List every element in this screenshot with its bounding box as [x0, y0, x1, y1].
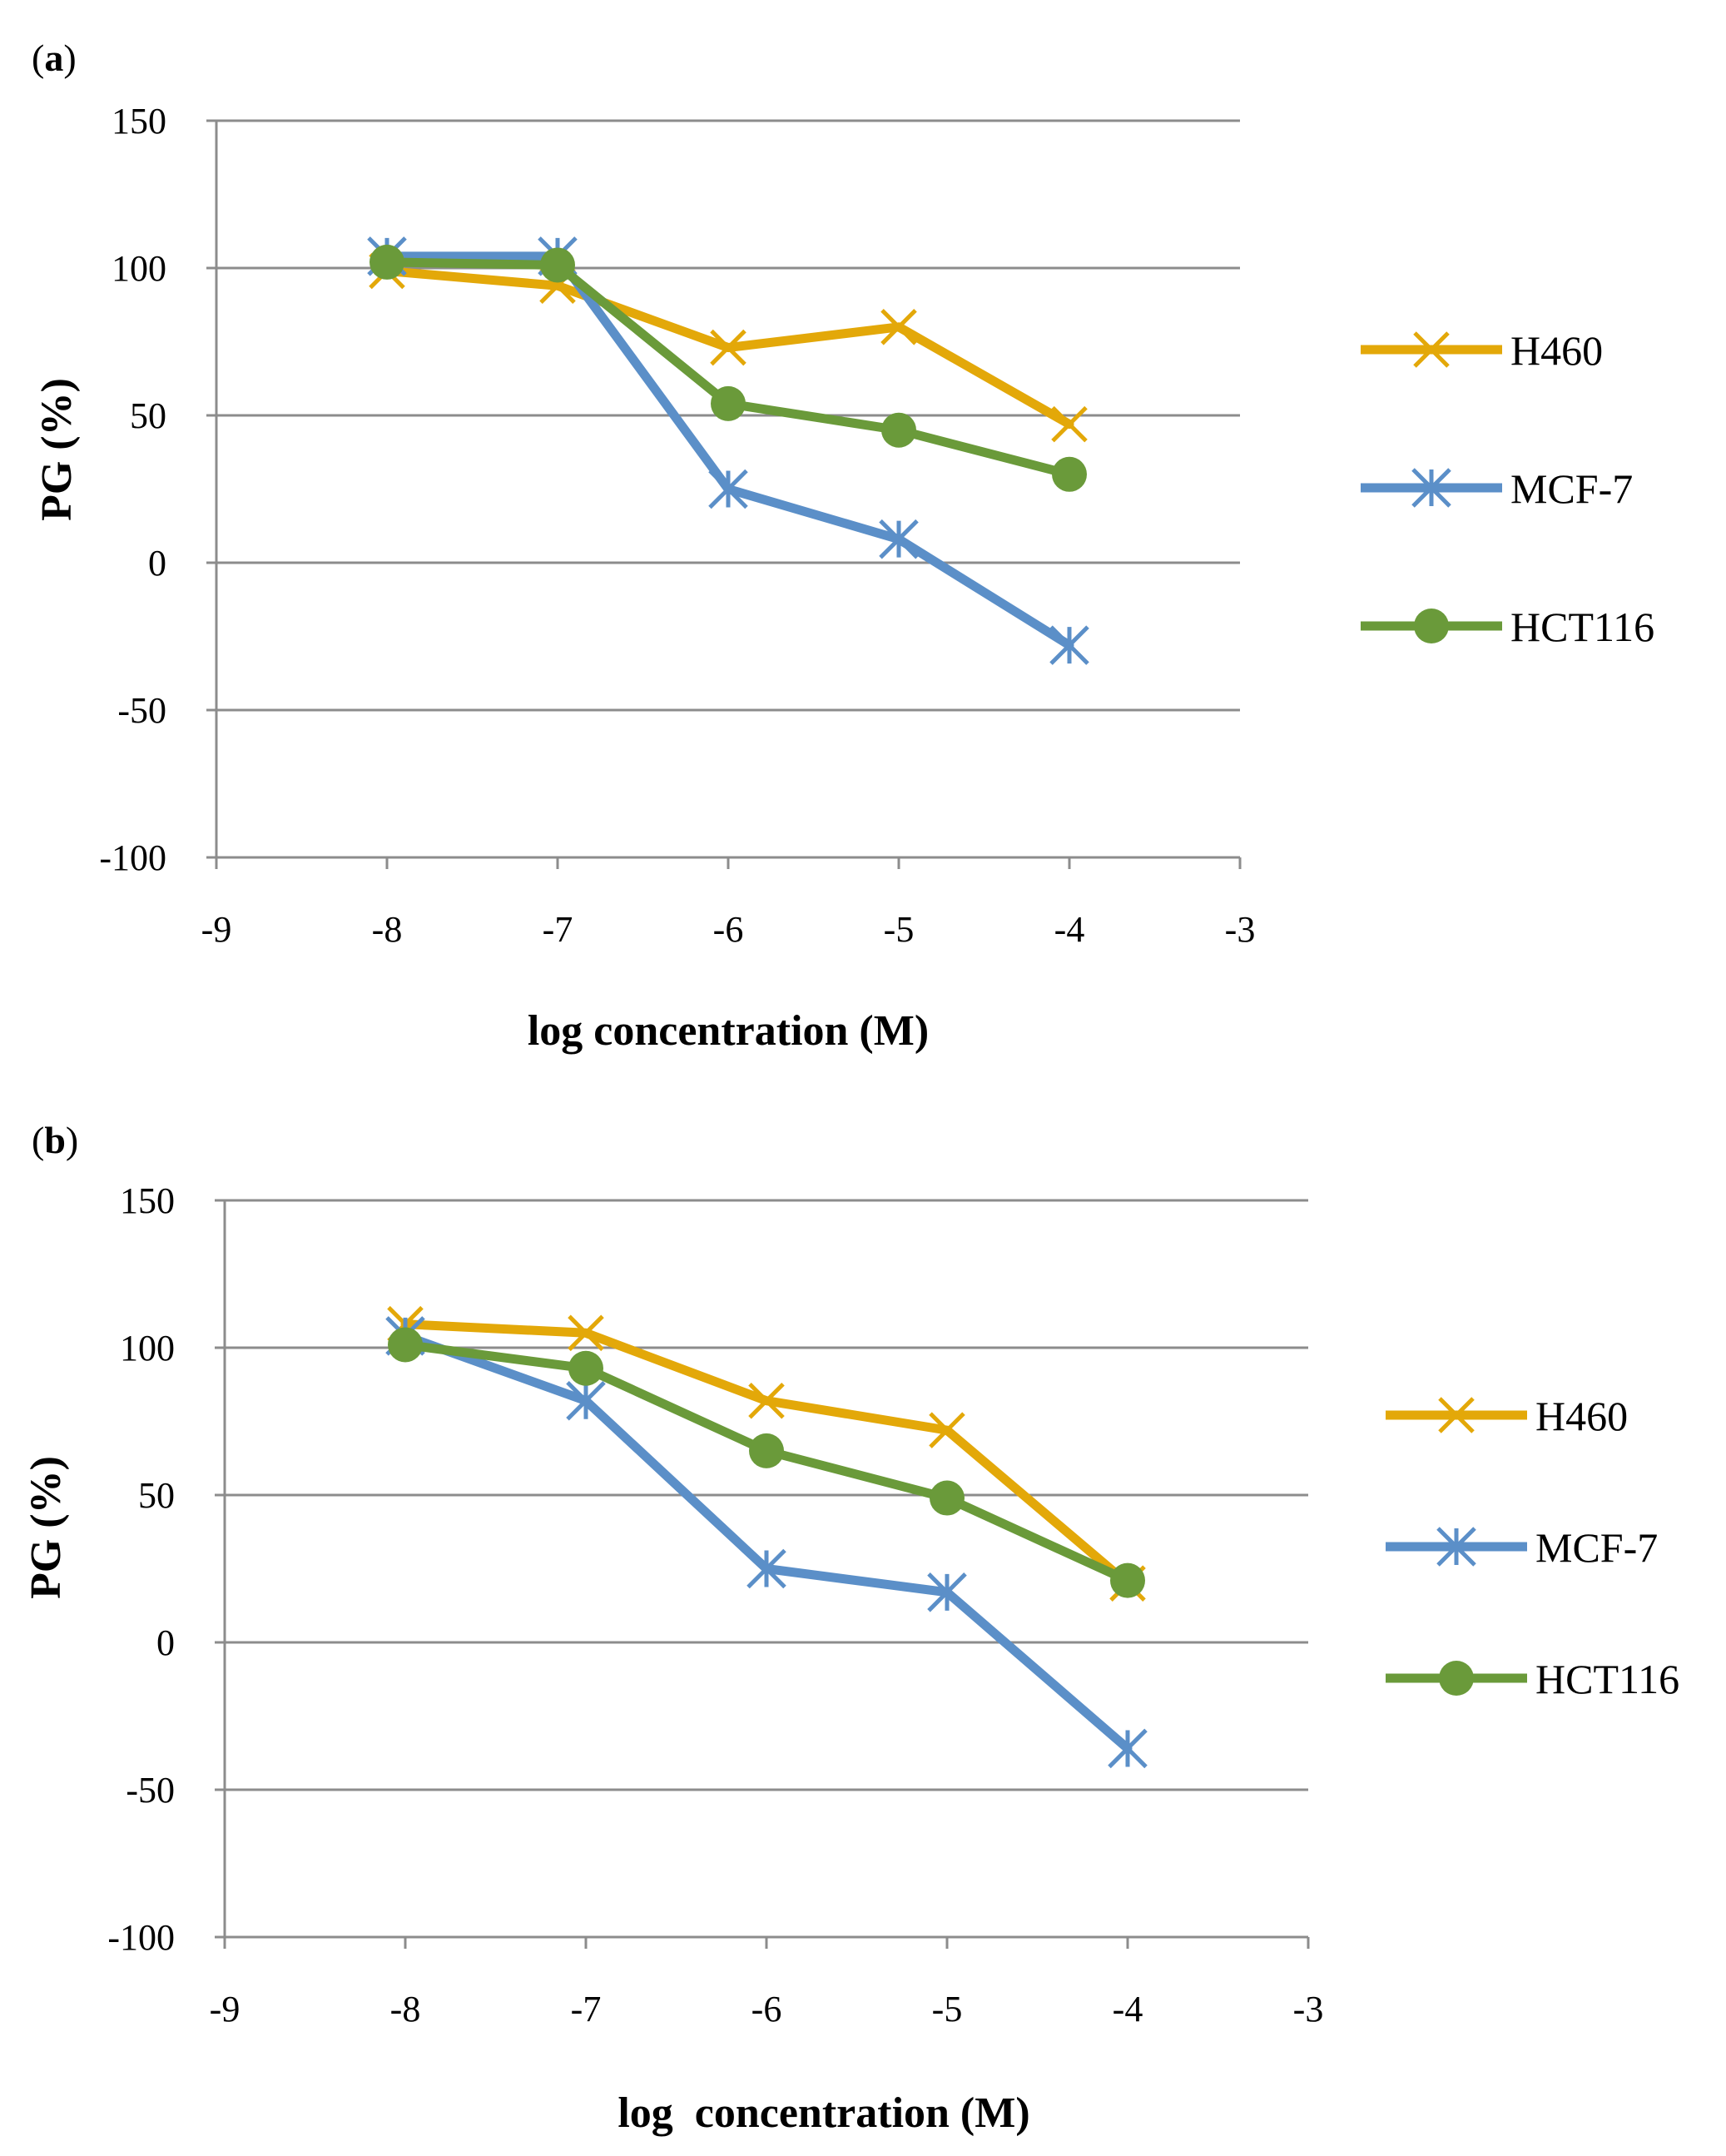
- series-mcf7: [385, 1316, 1148, 1769]
- x-tick-label: -5: [884, 909, 915, 950]
- y-tick-label: -100: [99, 837, 166, 878]
- legend-entry-hct116: HCT116: [1386, 1656, 1679, 1702]
- series-lines-b: [385, 1305, 1148, 1769]
- legend-b: H460 MCF-7 HCT116: [1386, 1393, 1679, 1702]
- x-tick-label: -4: [1054, 909, 1085, 950]
- data-point-h460: [710, 329, 746, 366]
- y-tick-label: 50: [130, 395, 166, 436]
- y-tick-label: 150: [120, 1180, 175, 1221]
- x-tick-label: -7: [543, 909, 573, 950]
- series-hct116: [388, 1327, 1145, 1598]
- data-point-hct116: [540, 247, 575, 283]
- data-point-h460: [568, 1314, 604, 1352]
- data-point-hct116: [1110, 1562, 1145, 1598]
- y-tick-label: -50: [117, 690, 166, 731]
- y-tick-label: 150: [112, 101, 166, 142]
- x-tick-label: -8: [390, 1989, 421, 2029]
- legend-label: MCF-7: [1510, 465, 1633, 512]
- series-hct116: [370, 244, 1087, 492]
- y-axis-title-b: PG (%): [22, 1456, 70, 1599]
- x-tick-label: -3: [1225, 909, 1256, 950]
- data-point-h460: [880, 309, 917, 345]
- data-point-mcf7: [746, 1548, 786, 1589]
- axes-a: [206, 119, 1242, 869]
- data-point-hct116: [370, 244, 404, 280]
- y-tick-label: 0: [156, 1622, 175, 1663]
- legend-marker: [1411, 468, 1451, 508]
- legend-entry-mcf7: MCF-7: [1361, 465, 1633, 512]
- legend-marker: [1438, 1397, 1475, 1433]
- legend-entry-mcf7: MCF-7: [1386, 1524, 1658, 1571]
- data-point-hct116: [388, 1327, 423, 1363]
- x-tick-label: -8: [372, 909, 403, 950]
- data-point-hct116: [1052, 456, 1087, 492]
- data-point-hct116: [881, 412, 916, 448]
- x-tick-label: -6: [751, 1989, 782, 2029]
- x-tick-label: -9: [201, 909, 232, 950]
- panel-label-b: (b): [32, 1119, 78, 1161]
- x-tick-label: -5: [932, 1989, 963, 2029]
- data-point-mcf7: [708, 469, 748, 509]
- legend-entry-hct116: HCT116: [1361, 604, 1654, 650]
- series-lines-a: [367, 236, 1089, 665]
- data-point-hct116: [930, 1480, 965, 1516]
- data-point-mcf7: [1108, 1728, 1148, 1769]
- legend-marker: [1413, 331, 1450, 368]
- data-point-mcf7: [566, 1380, 606, 1421]
- chart-panel-a: (a) 150 100 50 0 -50 -100 -9 -8 -7 -6 -5…: [32, 37, 1654, 1055]
- y-tick-label: 100: [120, 1328, 175, 1369]
- y-tick-labels-b: 150 100 50 0 -50 -100: [107, 1180, 175, 1958]
- y-tick-label: -100: [107, 1917, 175, 1958]
- legend-a: H460 MCF-7 HCT116: [1361, 327, 1654, 650]
- axes-b: [215, 1199, 1310, 1949]
- x-tick-label: -7: [571, 1989, 602, 2029]
- x-tick-labels-a: -9 -8 -7 -6 -5 -4 -3: [201, 909, 1256, 950]
- y-tick-label: 100: [112, 248, 166, 289]
- legend-label: H460: [1510, 327, 1603, 374]
- legend-entry-h460: H460: [1361, 327, 1603, 374]
- x-tick-label: -9: [210, 1989, 241, 2029]
- data-point-h460: [1051, 405, 1088, 443]
- legend-label: HCT116: [1535, 1656, 1679, 1702]
- panel-label-a: (a): [32, 37, 77, 79]
- x-tick-labels-b: -9 -8 -7 -6 -5 -4 -3: [210, 1989, 1324, 2029]
- y-tick-labels-a: 150 100 50 0 -50 -100: [99, 101, 166, 878]
- x-axis-title-a: log concentration (M): [528, 1007, 929, 1055]
- y-axis-title-a: PG (%): [33, 378, 81, 521]
- data-point-h460: [748, 1382, 785, 1419]
- x-axis-title-b: log concentration (M): [617, 2089, 1029, 2137]
- y-tick-label: 0: [148, 543, 166, 584]
- x-tick-label: -3: [1293, 1989, 1324, 2029]
- data-point-mcf7: [927, 1572, 967, 1612]
- legend-label: MCF-7: [1535, 1524, 1658, 1571]
- legend-label: H460: [1535, 1393, 1628, 1439]
- x-tick-label: -4: [1113, 1989, 1143, 2029]
- data-point-hct116: [749, 1433, 784, 1468]
- legend-marker: [1439, 1661, 1474, 1696]
- legend-entry-h460: H460: [1386, 1393, 1628, 1439]
- chart-panel-b: (b) 150 100 50 0 -50 -100 -9 -8 -7 -6 -5…: [22, 1119, 1679, 2137]
- y-tick-label: 50: [138, 1475, 175, 1516]
- data-point-hct116: [568, 1350, 603, 1386]
- data-point-hct116: [711, 385, 746, 421]
- x-tick-label: -6: [713, 909, 744, 950]
- legend-marker: [1414, 609, 1449, 643]
- data-point-mcf7: [1049, 625, 1089, 665]
- legend-label: HCT116: [1510, 604, 1654, 650]
- data-point-h460: [929, 1412, 965, 1448]
- data-point-mcf7: [879, 519, 919, 559]
- legend-marker: [1436, 1527, 1476, 1567]
- y-tick-label: -50: [126, 1770, 175, 1811]
